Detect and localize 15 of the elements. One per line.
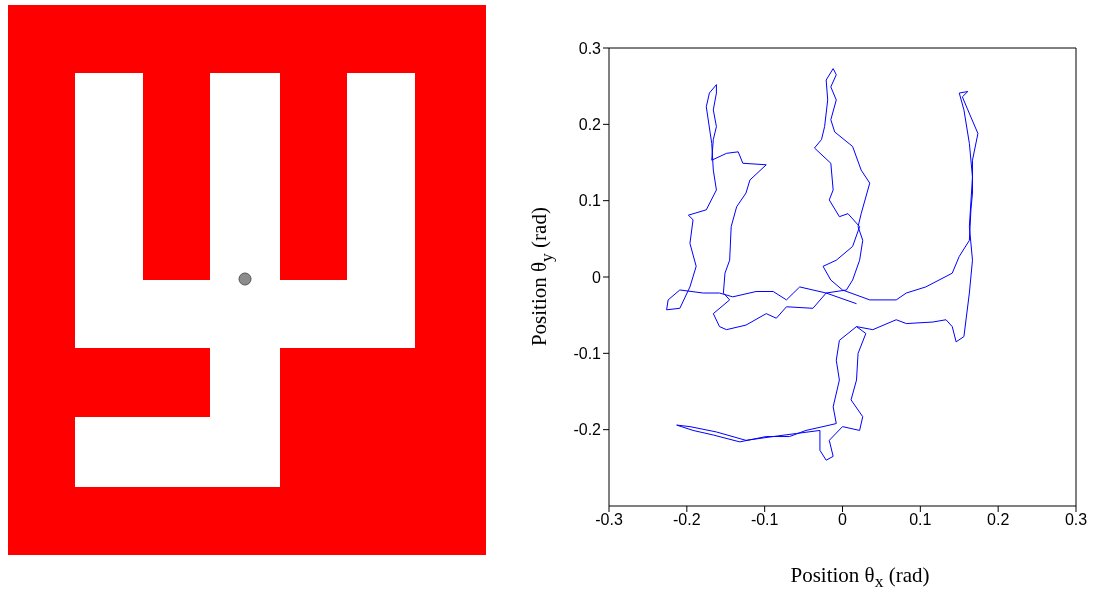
y-tick-label: 0 [592, 268, 602, 286]
y-tick-label: 0.2 [578, 116, 602, 134]
y-tick-label: -0.1 [573, 345, 602, 363]
y-tick-label: 0.3 [578, 39, 602, 57]
x-tick-label: -0.1 [750, 511, 779, 529]
line-series [666, 68, 979, 461]
x-axis-title: Position θ$_{x}$ (rad) [789, 563, 931, 592]
x-tick-label: 0.2 [987, 511, 1010, 529]
x-tick-label: 0 [838, 511, 848, 529]
y-tick-label: -0.2 [573, 421, 602, 439]
y-tick-label: 0.1 [578, 192, 602, 210]
x-tick-label: 0.1 [909, 511, 932, 529]
x-tick-label: 0.3 [1064, 511, 1088, 529]
x-tick-label: -0.3 [595, 511, 623, 529]
x-tick-label: -0.2 [673, 511, 701, 529]
